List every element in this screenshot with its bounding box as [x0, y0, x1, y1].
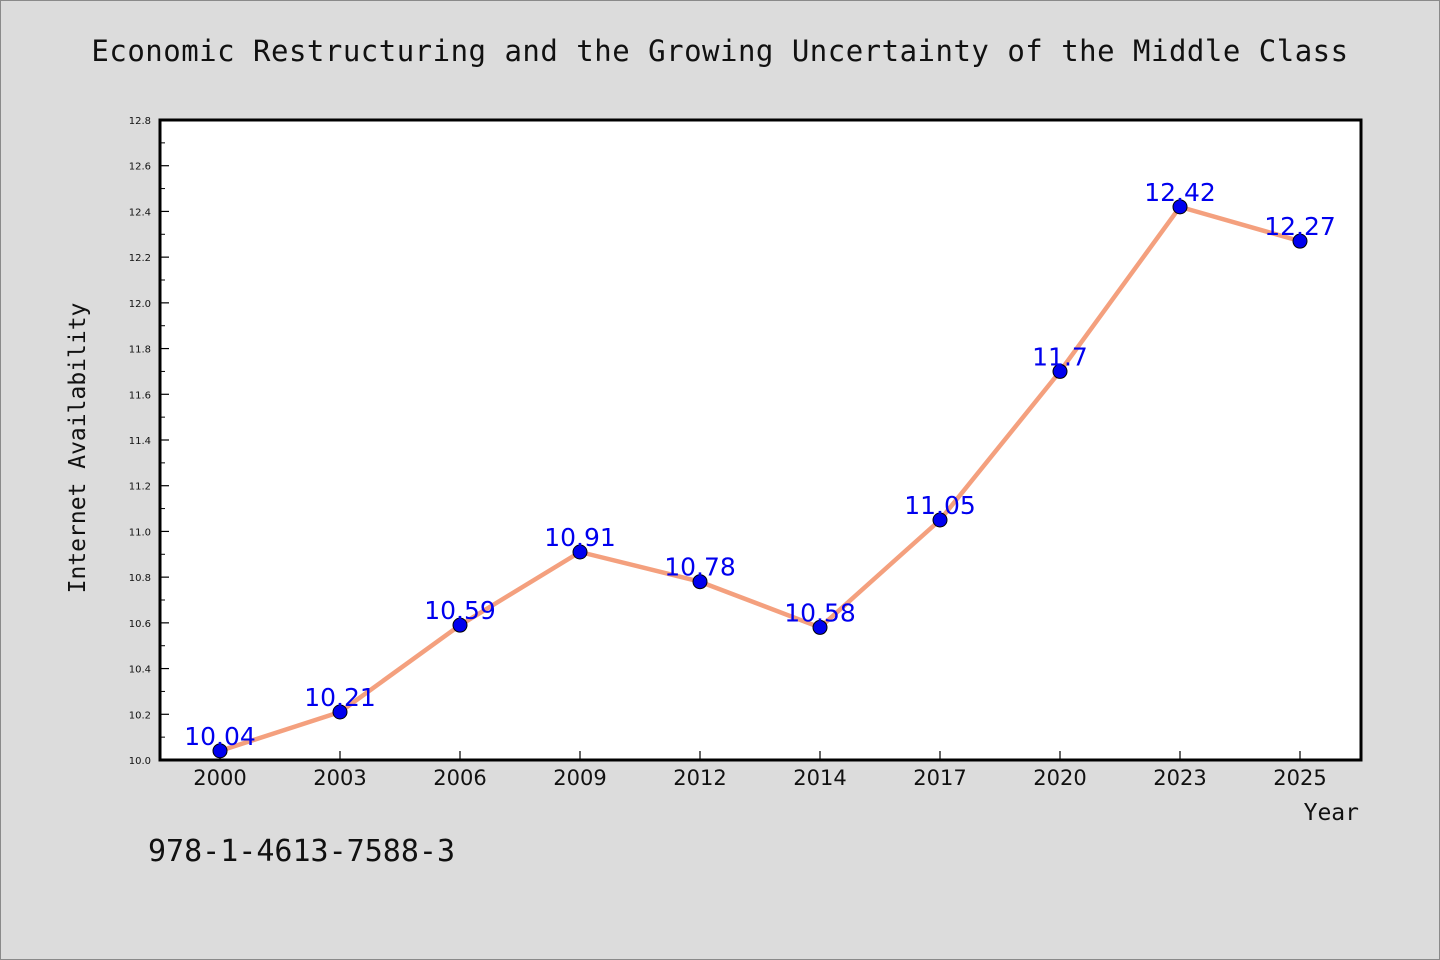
- data-point: [1052, 363, 1068, 379]
- data-point: [812, 619, 828, 635]
- x-tick-label: 2003: [313, 766, 366, 790]
- series-line: [219, 204, 1301, 753]
- data-label: 10.21: [304, 683, 376, 712]
- y-tick-label: 11.6: [129, 390, 151, 401]
- x-tick-label: 2023: [1153, 766, 1206, 790]
- data-label: 12.42: [1144, 178, 1216, 207]
- y-tick-label: 11.2: [129, 482, 151, 493]
- data-point: [572, 544, 588, 560]
- x-tick-label: 2006: [433, 766, 486, 790]
- y-axis: 10.0 10.2 10.4 10.6 10.8 11.0 11.2 11.4 11.6 11.8…: [129, 116, 169, 767]
- y-tick-label: 11.0: [129, 527, 151, 538]
- y-tick-label: 12.0: [129, 299, 151, 310]
- data-point: [692, 574, 708, 590]
- y-tick-label: 12.4: [129, 207, 151, 218]
- data-point: [932, 512, 948, 528]
- y-tick-label: 11.8: [129, 345, 151, 356]
- y-tick-label: 10.4: [129, 665, 151, 676]
- y-tick-label: 12.2: [129, 253, 151, 264]
- y-tick-label: 11.4: [129, 436, 151, 447]
- y-tick-label: 10.8: [129, 573, 151, 584]
- y-tick-label: 12.6: [129, 162, 151, 173]
- data-label-layer: 10.04 10.21 10.59 10.91 10.78 10.58 11.05 11.7 1…: [184, 178, 1336, 751]
- y-tick-label: 10.6: [129, 619, 151, 630]
- data-point: [332, 704, 348, 720]
- y-tick-label: 10.0: [129, 756, 151, 767]
- x-tick-label: 2020: [1033, 766, 1086, 790]
- x-tick-label: 2012: [673, 766, 726, 790]
- x-tick-label: 2017: [913, 766, 966, 790]
- plot-area: [158, 118, 1363, 762]
- x-tick-label: 2009: [553, 766, 606, 790]
- data-label: 11.7: [1032, 342, 1088, 371]
- data-label: 10.78: [664, 553, 736, 582]
- x-axis-title: Year: [1304, 800, 1359, 826]
- x-axis: 2000 2003 2006 2009 2012 2014 2017 2020 2023 2025: [193, 751, 1327, 790]
- data-point: [452, 617, 468, 633]
- x-tick-label: 2014: [793, 766, 846, 790]
- data-point: [212, 743, 228, 759]
- x-tick-label: 2025: [1273, 766, 1326, 790]
- data-label: 10.04: [184, 722, 256, 751]
- data-label: 10.59: [424, 596, 496, 625]
- data-point: [1172, 199, 1188, 215]
- y-axis-title: Internet Availability: [65, 303, 91, 594]
- x-tick-label: 2000: [193, 766, 246, 790]
- data-point: [1292, 233, 1308, 249]
- chart-title: Economic Restructuring and the Growing U…: [91, 34, 1349, 68]
- data-label: 12.27: [1264, 212, 1336, 241]
- data-label: 10.91: [544, 523, 616, 552]
- y-tick-label: 12.8: [129, 116, 151, 127]
- series-layer: [212, 199, 1308, 759]
- data-label: 10.58: [784, 598, 856, 627]
- data-label: 11.05: [904, 491, 976, 520]
- y-tick-label: 10.2: [129, 710, 151, 721]
- footer-code: 978-1-4613-7588-3: [148, 834, 456, 869]
